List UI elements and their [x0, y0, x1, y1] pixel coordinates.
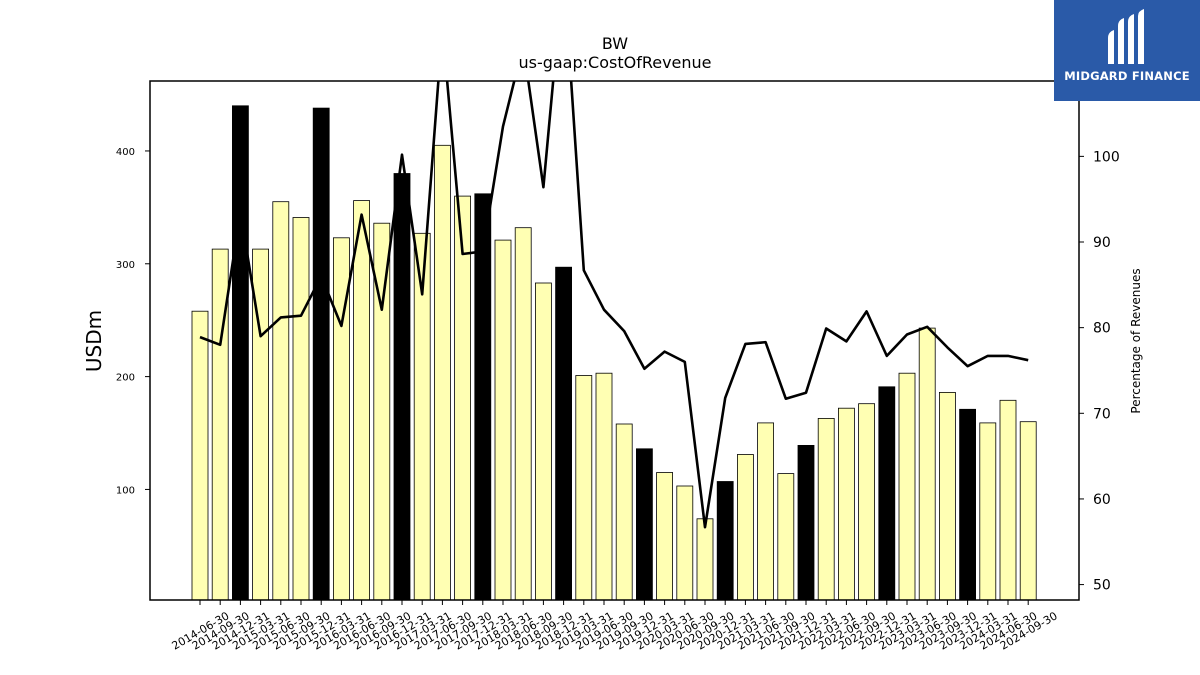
y-tick-label: 400	[116, 147, 135, 158]
y2-tick-label: 80	[1093, 321, 1111, 337]
bar-2024-03-31	[979, 422, 997, 601]
bar-2021-03-31	[737, 454, 754, 601]
bar-2017-06-30	[433, 144, 451, 601]
bar-2022-09-30	[858, 403, 875, 601]
bar-2015-12-31	[312, 107, 330, 601]
y2-tick-label: 100	[1093, 149, 1120, 165]
bar-2022-12-31	[878, 386, 896, 601]
y2-axis-label: Percentage of Revenues	[1129, 268, 1143, 413]
y2-tick-label: 90	[1093, 235, 1111, 251]
bar-2016-12-31	[393, 173, 411, 601]
bar-2018-12-31	[555, 266, 572, 601]
bar-2019-09-30	[615, 423, 633, 601]
chart-title: BW	[602, 34, 628, 53]
bar-2023-03-31	[898, 372, 916, 601]
bar-2021-12-31	[797, 444, 815, 601]
bar-2023-09-30	[939, 391, 956, 601]
y-tick-label: 300	[116, 260, 135, 271]
plot-frame	[149, 80, 1080, 601]
bar-2024-06-30	[999, 399, 1017, 601]
logo-text: MIDGARD FINANCE	[1064, 69, 1190, 83]
bar-2017-09-30	[454, 195, 472, 601]
chart-subtitle: us-gaap:CostOfRevenue	[518, 53, 711, 72]
axes-layer: 10020030040050607080901002014-06-302014-…	[116, 147, 1120, 653]
bar-2019-03-31	[575, 375, 593, 601]
bar-2018-09-30	[535, 282, 552, 601]
bar-2016-06-30	[353, 200, 371, 601]
bar-2014-12-31	[231, 105, 249, 601]
bars-layer	[191, 105, 1037, 601]
bar-2018-06-30	[514, 227, 532, 601]
y2-tick-label: 50	[1093, 578, 1111, 594]
bar-2014-06-30	[191, 310, 209, 601]
bar-2015-06-30	[272, 201, 290, 601]
y2-tick-label: 60	[1093, 492, 1111, 508]
y2-tick-label: 70	[1093, 406, 1111, 422]
bar-2019-12-31	[636, 448, 653, 601]
y-axis-label: USDm	[82, 310, 106, 372]
bar-2019-06-30	[595, 372, 613, 601]
bar-2021-06-30	[757, 422, 774, 601]
midgard-logo-icon	[1108, 9, 1144, 64]
bar-2020-03-31	[656, 472, 673, 601]
pct-revenue-line	[199, 81, 1029, 529]
bar-2020-09-30	[696, 518, 714, 601]
midgard-logo: MIDGARD FINANCE	[1054, 0, 1200, 101]
y-tick-label: 200	[116, 373, 135, 384]
bar-2017-12-31	[474, 193, 492, 601]
bar-2022-06-30	[838, 407, 855, 601]
bar-2024-09-30	[1019, 421, 1037, 601]
bar-2021-09-30	[777, 473, 795, 601]
bar-2023-06-30	[918, 327, 936, 601]
bar-2015-09-30	[292, 217, 310, 601]
bar-2018-03-31	[494, 239, 512, 601]
line-layer	[199, 81, 1029, 529]
bar-2020-12-31	[716, 481, 734, 601]
bar-2022-03-31	[817, 417, 835, 601]
bar-2023-12-31	[959, 408, 976, 601]
y-tick-label: 100	[116, 485, 135, 496]
bar-2020-06-30	[676, 485, 694, 601]
